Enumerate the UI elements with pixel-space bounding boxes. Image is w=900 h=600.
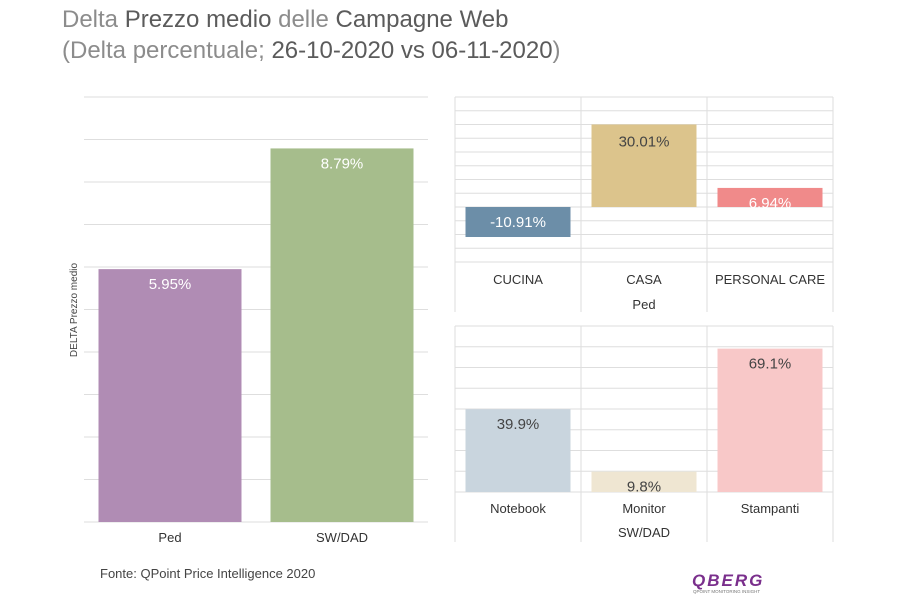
title-line-2: (Delta percentuale; 26-10-2020 vs 06-11-…	[62, 35, 561, 66]
title-line1-segment: delle	[271, 6, 336, 33]
data-label: 9.8%	[627, 479, 661, 496]
source-note: Fonte: QPoint Price Intelligence 2020	[100, 566, 316, 581]
qberg-logo: QBERG QPOINT MONITORING INSIGHT	[692, 571, 764, 594]
category-label: CASA	[626, 272, 662, 287]
data-label: -10.91%	[490, 214, 546, 231]
title-line1-segment: Campagne Web	[335, 6, 509, 33]
category-label: Ped	[158, 530, 181, 545]
data-label: 8.79%	[321, 155, 364, 172]
data-label: 6.94%	[749, 195, 792, 212]
title-line2-segment: (Delta percentuale;	[62, 37, 272, 64]
title-line2-segment: )	[552, 37, 561, 64]
data-label: 69.1%	[749, 356, 792, 373]
category-label: Notebook	[490, 501, 546, 516]
category-label: SW/DAD	[316, 530, 368, 545]
chart-title: Delta Prezzo medio delle Campagne Web (D…	[62, 4, 561, 66]
logo-tagline: QPOINT MONITORING INSIGHT	[693, 589, 760, 594]
data-label: 39.9%	[497, 416, 540, 433]
axis-title-y: DELTA Prezzo medio	[69, 263, 80, 358]
category-label: CUCINA	[493, 272, 543, 287]
title-line1-segment: Delta	[62, 6, 125, 33]
title-line1-segment: Prezzo medio	[124, 6, 272, 33]
category-label: Stampanti	[741, 501, 800, 516]
bar-ped	[98, 269, 242, 522]
logo-text: QBERG	[692, 571, 764, 590]
category-label: PERSONAL CARE	[715, 272, 825, 287]
data-label: 30.01%	[619, 133, 670, 150]
axis-title-x: SW/DAD	[618, 525, 670, 540]
data-label: 5.95%	[149, 276, 192, 293]
bar-stampanti	[717, 348, 823, 492]
bar-personal-care	[717, 187, 823, 207]
bar-monitor	[591, 471, 697, 492]
title-line-1: Delta Prezzo medio delle Campagne Web	[62, 4, 561, 35]
bar-cucina	[465, 207, 571, 238]
bar-notebook	[465, 409, 571, 492]
axis-title-x: Ped	[632, 297, 655, 312]
category-label: Monitor	[622, 501, 666, 516]
bar-casa	[591, 124, 697, 207]
bar-sw-dad	[270, 148, 414, 523]
title-line2-segment: 26-10-2020 vs 06-11-2020	[271, 37, 553, 64]
